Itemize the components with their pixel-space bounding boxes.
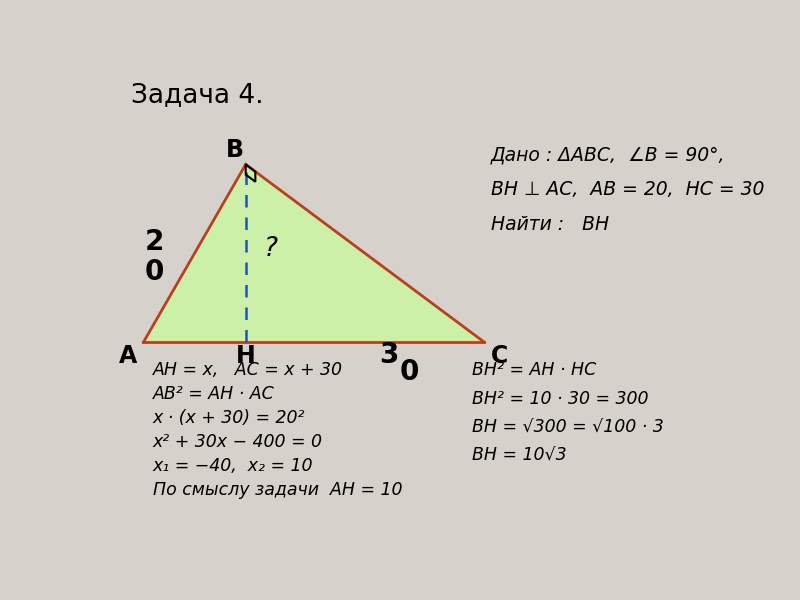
Text: 0: 0 — [145, 258, 164, 286]
Text: BH = 10√3: BH = 10√3 — [472, 447, 566, 465]
Text: A: A — [118, 344, 137, 368]
Text: C: C — [491, 344, 509, 368]
Text: Дано : ΔABC,  ∠B = 90°,: Дано : ΔABC, ∠B = 90°, — [490, 146, 725, 164]
Text: Найти :   BH: Найти : BH — [490, 215, 609, 234]
Text: 2: 2 — [145, 228, 164, 256]
Text: AH = x,   AC = x + 30: AH = x, AC = x + 30 — [153, 361, 342, 379]
Text: Задача 4.: Задача 4. — [131, 82, 264, 108]
Text: BH² = AH · HC: BH² = AH · HC — [472, 361, 596, 379]
Text: 3: 3 — [379, 341, 398, 369]
Text: BH ⊥ AC,  AB = 20,  HC = 30: BH ⊥ AC, AB = 20, HC = 30 — [490, 181, 764, 199]
Text: BH² = 10 · 30 = 300: BH² = 10 · 30 = 300 — [472, 389, 649, 407]
Text: ?: ? — [263, 236, 278, 262]
Text: AB² = AH · AC: AB² = AH · AC — [153, 385, 274, 403]
Text: x² + 30x − 400 = 0: x² + 30x − 400 = 0 — [153, 433, 322, 451]
Text: x · (x + 30) = 20²: x · (x + 30) = 20² — [153, 409, 306, 427]
Text: По смыслу задачи  AH = 10: По смыслу задачи AH = 10 — [153, 481, 402, 499]
Text: 0: 0 — [400, 358, 419, 386]
Text: H: H — [236, 344, 255, 368]
Text: x₁ = −40,  x₂ = 10: x₁ = −40, x₂ = 10 — [153, 457, 314, 475]
Polygon shape — [143, 164, 485, 342]
Text: BH = √300 = √100 · 3: BH = √300 = √100 · 3 — [472, 418, 664, 436]
Text: B: B — [226, 137, 243, 161]
